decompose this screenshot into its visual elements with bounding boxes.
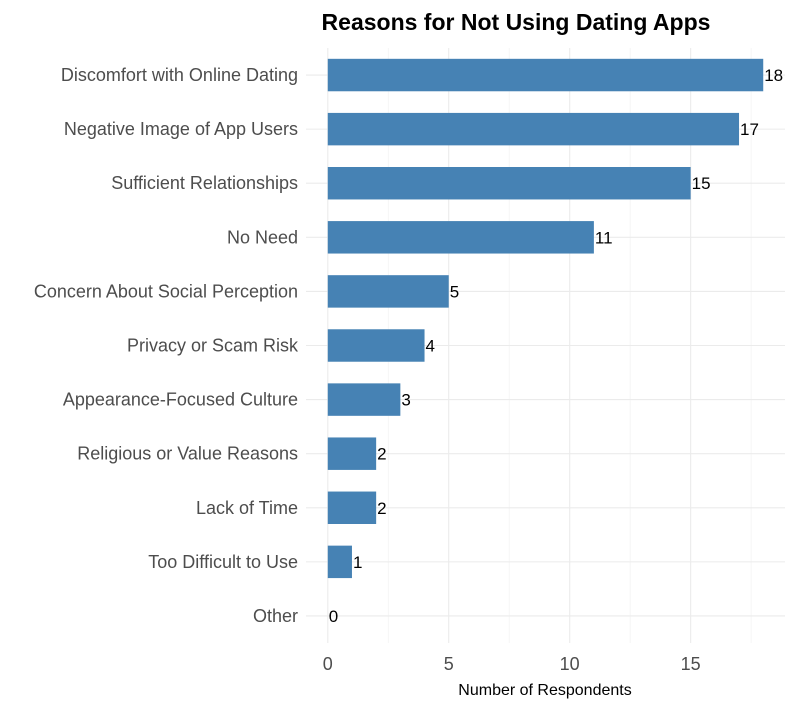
data-label: 2 bbox=[377, 445, 386, 464]
x-axis-ticks: 0 5 10 15 bbox=[323, 654, 701, 674]
data-label: 15 bbox=[692, 174, 711, 193]
x-tick-label: 15 bbox=[681, 654, 701, 674]
category-label: Lack of Time bbox=[196, 498, 298, 518]
category-label: Other bbox=[253, 606, 298, 626]
category-label: Concern About Social Perception bbox=[34, 281, 298, 301]
data-label: 11 bbox=[595, 228, 613, 247]
data-label: 3 bbox=[401, 391, 410, 410]
data-label: 2 bbox=[377, 499, 386, 518]
category-label: Appearance-Focused Culture bbox=[63, 390, 298, 410]
category-label: Negative Image of App Users bbox=[64, 119, 298, 139]
bar bbox=[327, 275, 449, 308]
category-label: Religious or Value Reasons bbox=[77, 444, 298, 464]
bar bbox=[327, 383, 401, 416]
chart-title: Reasons for Not Using Dating Apps bbox=[322, 9, 711, 35]
data-label: 18 bbox=[764, 66, 783, 85]
data-labels: 18 17 15 11 5 4 3 2 2 1 0 bbox=[329, 66, 783, 626]
bar bbox=[327, 491, 377, 524]
x-tick-label: 0 bbox=[323, 654, 333, 674]
data-label: 0 bbox=[329, 607, 338, 626]
data-label: 17 bbox=[740, 120, 759, 139]
bars bbox=[327, 58, 764, 579]
category-label: Too Difficult to Use bbox=[148, 552, 298, 572]
category-label: No Need bbox=[227, 227, 298, 247]
bar bbox=[327, 545, 352, 579]
x-tick-label: 10 bbox=[560, 654, 580, 674]
bar bbox=[327, 167, 691, 200]
bar bbox=[327, 58, 764, 92]
bar bbox=[327, 112, 740, 146]
x-tick-label: 5 bbox=[444, 654, 454, 674]
category-label: Privacy or Scam Risk bbox=[127, 336, 299, 356]
x-axis-title: Number of Respondents bbox=[458, 682, 631, 699]
data-label: 1 bbox=[353, 553, 362, 572]
bar bbox=[327, 437, 377, 470]
data-label: 5 bbox=[450, 282, 459, 301]
bar bbox=[327, 221, 594, 254]
bar bbox=[327, 329, 425, 362]
category-label: Discomfort with Online Dating bbox=[61, 65, 298, 85]
category-label: Sufficient Relationships bbox=[111, 173, 298, 193]
category-labels: Discomfort with Online Dating Negative Im… bbox=[34, 65, 299, 626]
data-label: 4 bbox=[426, 337, 435, 356]
